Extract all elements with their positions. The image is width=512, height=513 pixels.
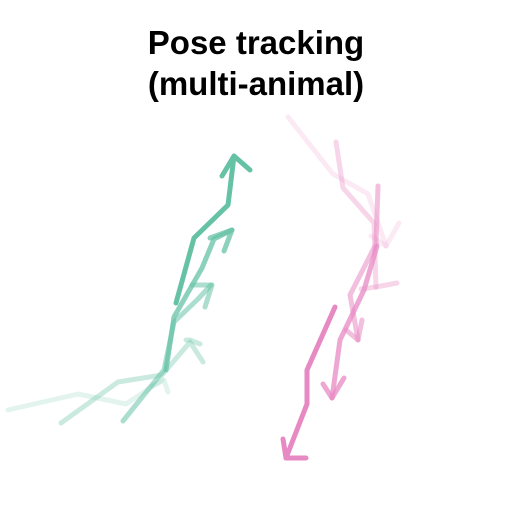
animal-a-arrowhead-5 (219, 153, 253, 179)
animal-a-arrowhead-3 (189, 282, 215, 310)
animal-b-arrowhead-5 (280, 436, 309, 461)
animal-b-track-5 (283, 304, 338, 461)
title-line-2: (multi-animal) (147, 65, 365, 102)
animal-b-track-3 (347, 183, 381, 343)
animal-b-track-1 (285, 114, 389, 249)
animal-a-arrowhead-2 (183, 337, 203, 347)
animal-a-arrowhead-4 (207, 227, 235, 254)
animal-a-track-5 (173, 153, 237, 306)
animal-b-arrowhead-3 (343, 317, 365, 343)
animal-b-arrowhead-4 (320, 375, 347, 401)
animal-a-arrowhead-1 (149, 377, 171, 395)
animal-a-tracks (5, 153, 253, 426)
figure-title: Pose tracking (multi-animal) (0, 22, 512, 104)
animal-b-tracks (280, 114, 402, 461)
title-line-1: Pose tracking (147, 24, 365, 61)
animal-b-track-4 (329, 243, 380, 401)
